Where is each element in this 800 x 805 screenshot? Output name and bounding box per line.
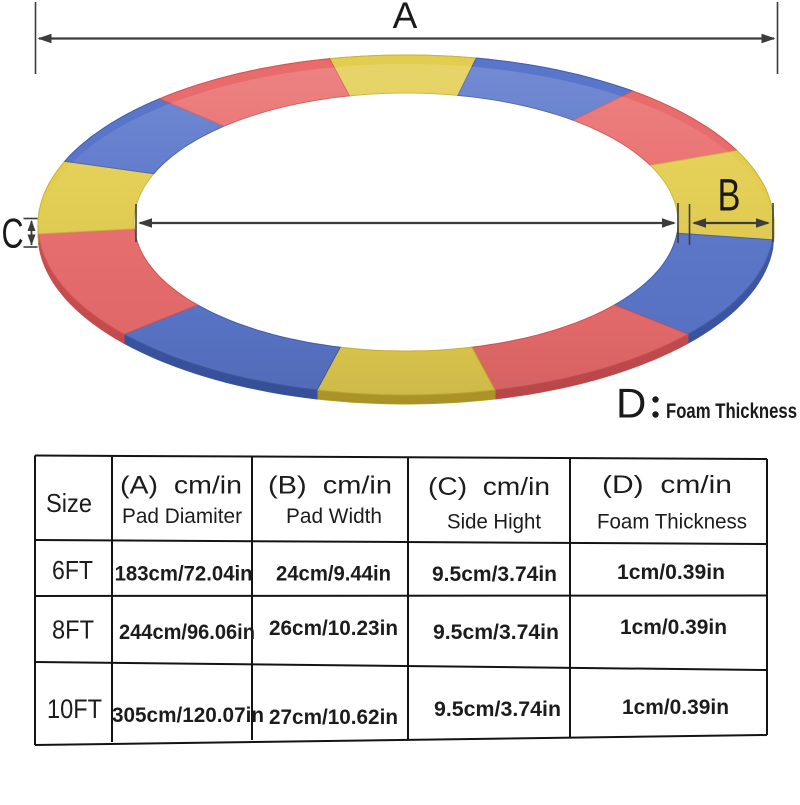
svg-text:D: D (616, 380, 646, 427)
svg-text:9.5cm/3.74in: 9.5cm/3.74in (433, 621, 559, 644)
svg-text:(D) cm/in: (D) cm/in (602, 471, 732, 499)
svg-text:183cm/72.04in: 183cm/72.04in (115, 563, 253, 586)
svg-text:(B) cm/in: (B) cm/in (268, 472, 392, 500)
svg-text:(A) cm/in: (A) cm/in (120, 472, 242, 500)
svg-text:1cm/0.39in: 1cm/0.39in (617, 561, 725, 584)
svg-text:1cm/0.39in: 1cm/0.39in (620, 616, 727, 639)
svg-text:27cm/10.62in: 27cm/10.62in (269, 706, 398, 729)
svg-text:Foam Thickness: Foam Thickness (597, 511, 747, 534)
svg-text:9.5cm/3.74in: 9.5cm/3.74in (434, 698, 561, 721)
svg-text:9.5cm/3.74in: 9.5cm/3.74in (432, 563, 557, 586)
svg-text:244cm/96.06in: 244cm/96.06in (119, 621, 255, 644)
svg-text:305cm/120.07in: 305cm/120.07in (112, 704, 264, 727)
svg-text:8FT: 8FT (52, 615, 94, 645)
svg-text:B: B (718, 170, 741, 221)
svg-text:A: A (393, 0, 418, 36)
svg-text:Pad Diamiter: Pad Diamiter (122, 505, 242, 528)
svg-text:Side Hight: Side Hight (447, 510, 541, 534)
svg-text:24cm/9.44in: 24cm/9.44in (276, 563, 391, 586)
svg-text:C: C (2, 210, 24, 257)
svg-text:10FT: 10FT (47, 694, 102, 724)
svg-text:26cm/10.23in: 26cm/10.23in (269, 617, 398, 640)
svg-text:(C) cm/in: (C) cm/in (428, 473, 550, 501)
svg-text:6FT: 6FT (52, 555, 93, 585)
svg-text:Foam Thickness: Foam Thickness (666, 400, 797, 423)
svg-text:1cm/0.39in: 1cm/0.39in (622, 696, 729, 719)
svg-text:Pad Width: Pad Width (286, 505, 382, 528)
svg-text:Size: Size (46, 488, 92, 518)
